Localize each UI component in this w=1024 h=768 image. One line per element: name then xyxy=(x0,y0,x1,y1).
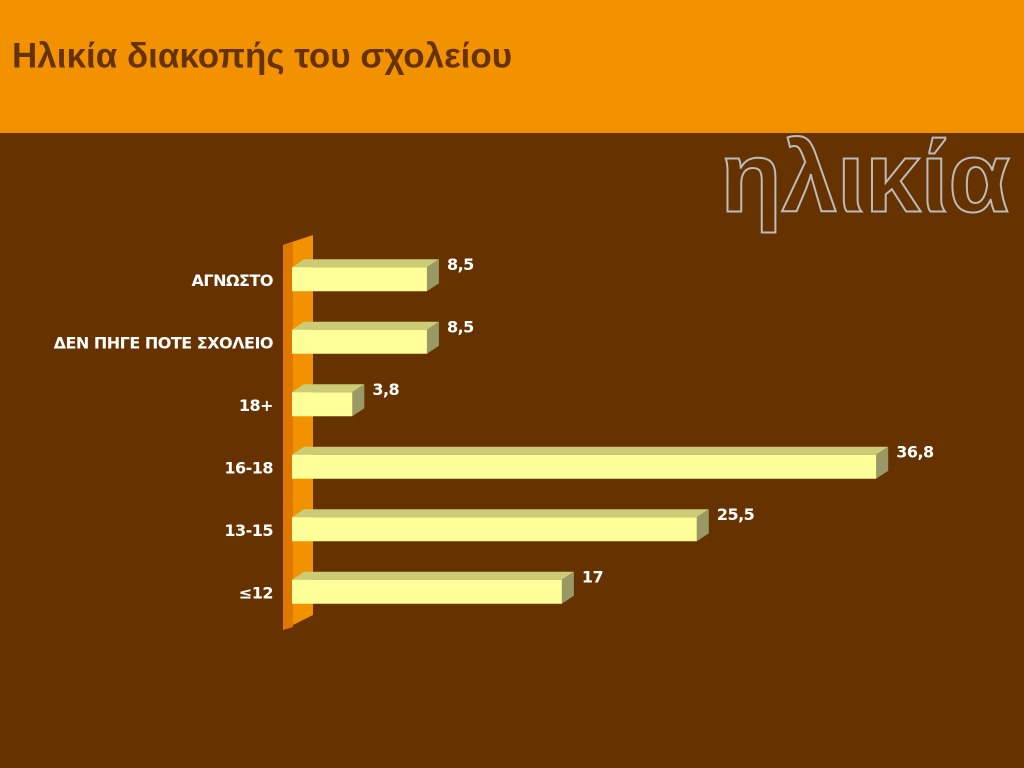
category-label: ≤12 xyxy=(239,583,273,602)
bar-side xyxy=(426,321,439,354)
value-label: 17 xyxy=(582,567,603,586)
bar-top xyxy=(292,384,365,393)
bar-top xyxy=(292,321,439,330)
bar xyxy=(292,446,889,479)
bar-top xyxy=(292,446,889,455)
category-label: ΑΓΝΩΣΤΟ xyxy=(191,271,273,290)
slide-title: Ηλικία διακοπής του σχολείου xyxy=(12,36,512,75)
bar-face xyxy=(292,579,562,604)
header xyxy=(0,0,1024,133)
axis-wall-edge xyxy=(283,242,293,630)
bar-side xyxy=(352,384,365,417)
bar-face xyxy=(292,454,877,479)
bar-top xyxy=(292,259,439,268)
bar xyxy=(292,321,439,354)
value-label: 8,5 xyxy=(447,255,474,274)
bar-side xyxy=(876,446,889,479)
category-label: 18+ xyxy=(239,396,273,415)
bar-side xyxy=(426,259,439,292)
bar-face xyxy=(292,329,427,354)
value-label: 36,8 xyxy=(896,442,934,461)
bar-face xyxy=(292,392,353,417)
bar-top xyxy=(292,571,574,580)
bar xyxy=(292,509,709,542)
bar-side xyxy=(561,571,574,604)
category-label: ΔΕΝ ΠΗΓΕ ΠΟΤΕ ΣΧΟΛΕΙΟ xyxy=(54,333,273,352)
bar-face xyxy=(292,267,427,292)
category-label: 13-15 xyxy=(224,521,273,540)
bar xyxy=(292,384,365,417)
bar xyxy=(292,571,574,604)
bar-face xyxy=(292,517,697,542)
value-label: 25,5 xyxy=(717,505,755,524)
value-label: 3,8 xyxy=(372,380,399,399)
bar-side xyxy=(696,509,709,542)
watermark: ηλικία xyxy=(720,121,1010,233)
value-label: 8,5 xyxy=(447,317,474,336)
bar-top xyxy=(292,509,709,518)
bar xyxy=(292,259,439,292)
category-label: 16-18 xyxy=(224,458,273,477)
